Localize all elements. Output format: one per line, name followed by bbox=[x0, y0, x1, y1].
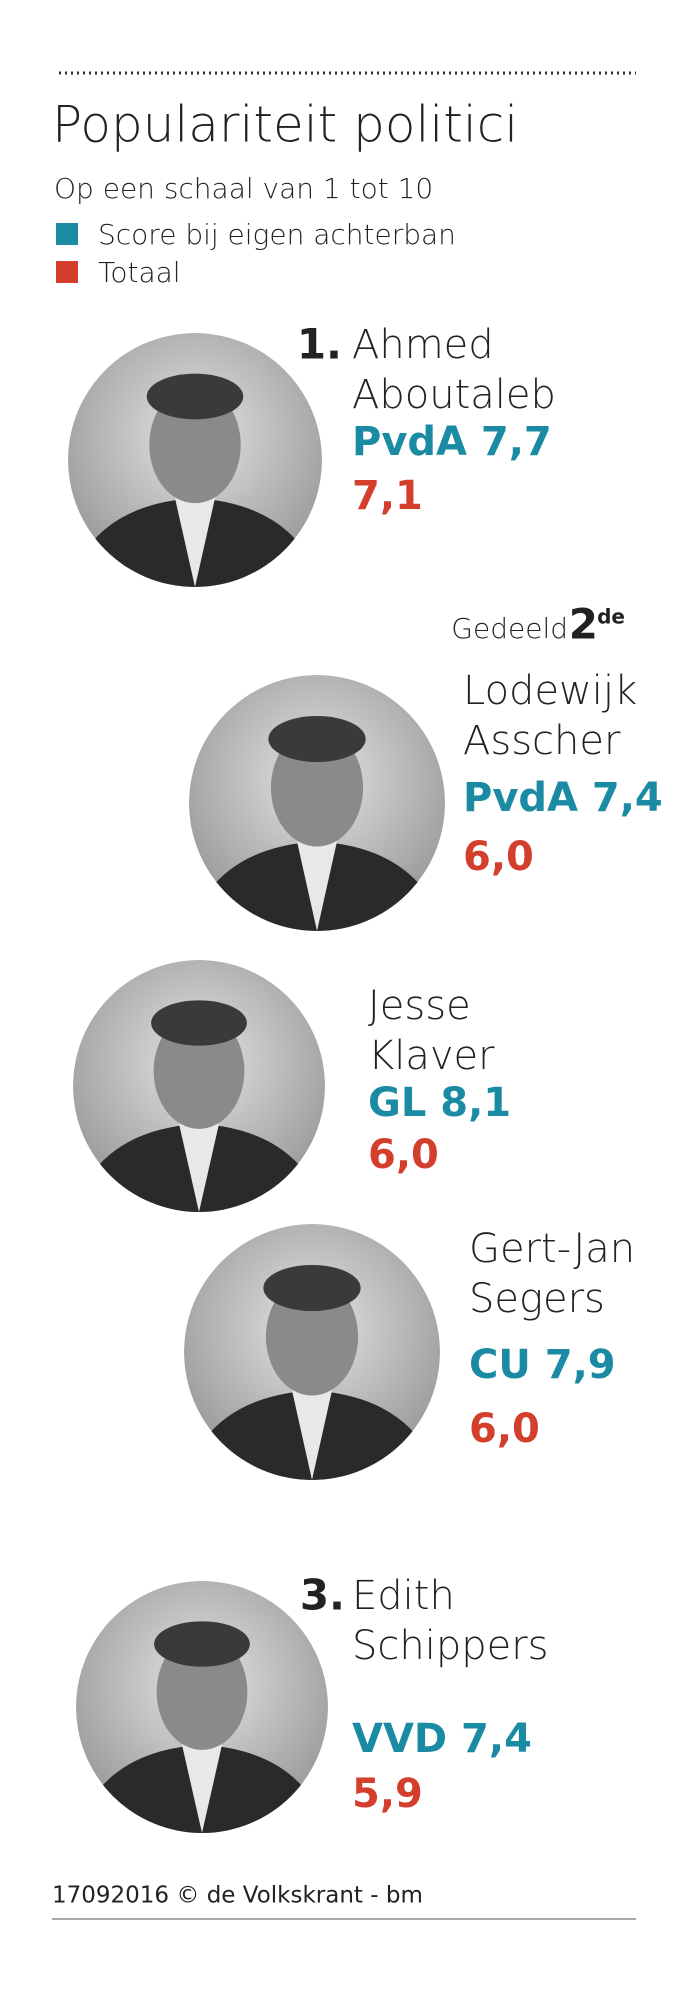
portrait-photo bbox=[189, 675, 445, 931]
collar bbox=[175, 498, 215, 587]
hair bbox=[151, 1000, 247, 1046]
party-score: GL 8,1 bbox=[368, 1080, 511, 1126]
party-score: VVD 7,4 bbox=[352, 1716, 532, 1762]
rank: 3. bbox=[300, 1571, 345, 1620]
hair bbox=[263, 1264, 361, 1312]
total-score: 6,0 bbox=[463, 834, 534, 880]
portrait bbox=[76, 1581, 328, 1833]
portrait-photo bbox=[73, 960, 325, 1212]
footer: 17092016 © de Volkskrant - bm bbox=[52, 1883, 423, 1909]
person-name: Edith bbox=[352, 1573, 455, 1619]
collar bbox=[179, 1123, 219, 1212]
legend-label: Score bij eigen achterban bbox=[98, 218, 456, 251]
collar bbox=[297, 841, 337, 931]
hair bbox=[268, 715, 366, 763]
title: Populariteit politici bbox=[52, 96, 518, 154]
subtitle: Op een schaal van 1 tot 10 bbox=[54, 172, 433, 205]
rank: 1. bbox=[297, 320, 342, 369]
shared-rank-suffix: de bbox=[597, 605, 625, 629]
person-name: Jesse bbox=[368, 983, 471, 1029]
person-name: Asscher bbox=[463, 718, 621, 764]
portrait bbox=[189, 675, 445, 931]
party-score: PvdA 7,7 bbox=[352, 419, 552, 465]
person-name: Schippers bbox=[352, 1623, 549, 1669]
legend-label: Totaal bbox=[98, 256, 181, 289]
portrait bbox=[184, 1224, 440, 1480]
shared-rank: 2 bbox=[569, 600, 598, 649]
portrait-photo bbox=[68, 333, 322, 587]
legend-swatch bbox=[56, 261, 78, 283]
person-name: Aboutaleb bbox=[352, 372, 556, 418]
hair bbox=[154, 1621, 250, 1667]
total-score: 6,0 bbox=[368, 1132, 439, 1178]
portrait-photo bbox=[76, 1581, 328, 1833]
party-score: CU 7,9 bbox=[469, 1342, 616, 1388]
portrait-photo bbox=[184, 1224, 440, 1480]
collar bbox=[292, 1390, 332, 1480]
person-name: Segers bbox=[469, 1276, 605, 1322]
person-name: Klaver bbox=[368, 1033, 495, 1079]
total-score: 6,0 bbox=[469, 1406, 540, 1452]
person-name: Gert-Jan bbox=[469, 1226, 635, 1272]
shared-rank-prefix: Gedeeld bbox=[451, 612, 568, 645]
portrait bbox=[73, 960, 325, 1212]
party-score: PvdA 7,4 bbox=[463, 775, 663, 821]
total-score: 5,9 bbox=[352, 1771, 423, 1817]
person-name: Ahmed bbox=[352, 322, 494, 368]
legend-swatch bbox=[56, 223, 78, 245]
total-score: 7,1 bbox=[352, 473, 423, 519]
person-name: Lodewijk bbox=[463, 668, 637, 714]
hair bbox=[146, 373, 244, 420]
collar bbox=[182, 1744, 222, 1833]
portrait bbox=[68, 333, 322, 587]
